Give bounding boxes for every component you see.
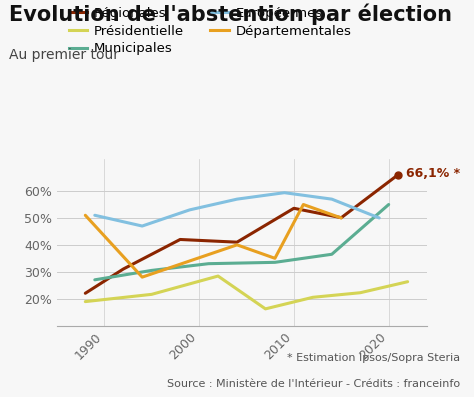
Départementales — [301, 202, 306, 207]
Départementales — [234, 243, 240, 247]
Text: * Estimation Ipsos/Sopra Steria: * Estimation Ipsos/Sopra Steria — [287, 353, 460, 363]
Line: Régionales: Régionales — [85, 175, 398, 293]
Départementales — [82, 213, 88, 218]
Départementales — [272, 256, 278, 261]
Présidentielle — [357, 290, 363, 295]
Line: Européennes: Européennes — [95, 193, 379, 226]
Line: Présidentielle: Présidentielle — [85, 276, 408, 309]
Municipales — [92, 278, 98, 282]
Régionales — [338, 215, 344, 220]
Municipales — [206, 261, 211, 266]
Européennes — [187, 208, 192, 212]
Régionales — [234, 240, 240, 245]
Présidentielle — [310, 295, 316, 300]
Présidentielle — [149, 292, 155, 297]
Européennes — [139, 224, 145, 228]
Européennes — [282, 190, 287, 195]
Régionales — [291, 206, 297, 211]
Municipales — [386, 202, 392, 207]
Text: Evolution de l'abstention par élection: Evolution de l'abstention par élection — [9, 4, 453, 25]
Régionales — [120, 267, 126, 272]
Régionales — [177, 237, 183, 242]
Text: Source : Ministère de l'Intérieur - Crédits : franceinfo: Source : Ministère de l'Intérieur - Créd… — [167, 379, 460, 389]
Municipales — [149, 268, 155, 273]
Départementales — [139, 275, 145, 279]
Régionales — [395, 172, 401, 177]
Départementales — [338, 216, 344, 220]
Municipales — [272, 260, 278, 265]
Présidentielle — [405, 279, 410, 284]
Présidentielle — [263, 306, 268, 311]
Text: 66,1% *: 66,1% * — [406, 167, 460, 180]
Présidentielle — [82, 299, 88, 304]
Européennes — [92, 213, 98, 218]
Présidentielle — [215, 274, 221, 278]
Line: Départementales: Départementales — [85, 204, 341, 277]
Européennes — [234, 197, 240, 202]
Text: Au premier tour: Au premier tour — [9, 48, 119, 62]
Municipales — [329, 252, 335, 256]
Régionales — [82, 291, 88, 296]
Européennes — [376, 216, 382, 220]
Line: Municipales: Municipales — [95, 204, 389, 280]
Legend: Régionales, Présidentielle, Municipales, Européennes, Départementales: Régionales, Présidentielle, Municipales,… — [64, 2, 356, 60]
Européennes — [329, 197, 335, 202]
